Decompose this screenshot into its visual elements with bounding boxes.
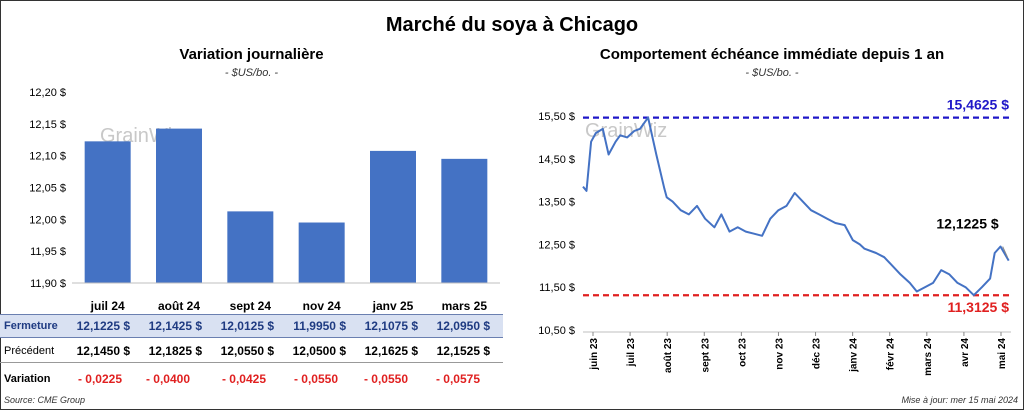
left-chart-title: Variation journalière [179,46,324,63]
close-row-label: Fermeture [4,320,58,332]
variation-cell: - 0,0225 [77,372,122,386]
y-tick-label: 12,00 $ [29,214,66,226]
x-tick-label: mai 24 [997,338,1008,370]
page-title: Marché du soya à Chicago [385,14,639,36]
lower-reference-label: 11,3125 $ [947,299,1009,315]
close-cell: 12,1075 $ [364,319,418,333]
x-tick-label: août 23 [663,338,674,373]
right-chart-title: Comportement échéance immédiate depuis 1… [599,46,945,63]
variation-cell: - 0,0550 [363,372,408,386]
x-tick-label: sept 23 [700,338,711,373]
y-tick-label: 10,50 $ [538,325,575,337]
x-tick-label: août 24 [158,299,200,313]
left-chart-unit: - $US/bo. - [224,67,279,79]
y-tick-label: 12,15 $ [29,119,66,131]
y-tick-label: 11,95 $ [30,246,66,258]
variation-cell: - 0,0425 [221,372,266,386]
y-tick-label: 12,05 $ [29,183,66,195]
bar-2 [156,128,202,283]
previous-cell: 12,0550 $ [220,344,274,358]
update-note: Mise à jour: mer 15 mai 2024 [901,395,1018,405]
previous-cell: 12,1450 $ [76,344,130,358]
variation-cell: - 0,0575 [435,372,480,386]
previous-cell: 12,1625 $ [364,344,418,358]
variation-cell: - 0,0550 [293,372,338,386]
source-note: Source: CME Group [4,395,86,405]
bar-4 [298,222,345,283]
previous-row-label: Précédent [4,345,55,357]
table-row-close: Fermeture 12,1225 $ 12,1425 $ 12,0125 $ … [0,314,503,338]
variation-cell: - 0,0400 [145,372,190,386]
y-tick-label: 12,10 $ [29,151,66,163]
last-price-label: 12,1225 $ [936,216,998,232]
x-tick-label: févr 24 [886,338,897,371]
y-tick-label: 14,50 $ [538,154,575,166]
bar-1 [84,141,131,283]
x-tick-label: oct 23 [737,338,748,367]
x-tick-label: mars 24 [923,338,934,376]
line-chart: 10,50 $ 11,50 $ 12,50 $ 13,50 $ 14,50 $ 15,50… [538,97,1011,376]
previous-cell: 12,1825 $ [148,344,202,358]
x-tick-label: juil 24 [90,299,125,313]
x-tick-label: janv 24 [849,338,860,373]
y-tick-label: 12,20 $ [29,87,66,99]
y-tick-label: 13,50 $ [538,197,575,209]
x-tick-label: avr 24 [960,338,971,367]
right-chart-unit: - $US/bo. - [745,67,799,79]
table-row-previous: Précédent 12,1450 $ 12,1825 $ 12,0550 $ … [0,340,503,363]
y-tick-label: 15,50 $ [538,111,575,123]
bar-6 [441,158,488,283]
bar-chart: 11,90 $ 11,95 $ 12,00 $ 12,05 $ 12,10 $ 12,15… [29,87,500,313]
previous-cell: 12,1525 $ [436,344,490,358]
x-tick-label: juil 23 [626,338,637,368]
table-row-variation: Variation - 0,0225 - 0,0400 - 0,0425 - 0… [0,368,503,390]
close-cell: 12,1225 $ [76,319,130,333]
bar-3 [227,211,274,283]
previous-cell: 12,0500 $ [292,344,346,358]
y-tick-label: 11,90 $ [30,278,66,290]
bar-5 [370,150,416,283]
x-tick-label: déc 23 [812,338,823,370]
close-cell: 11,9950 $ [293,319,346,333]
upper-reference-label: 15,4625 $ [947,97,1009,113]
y-tick-label: 12,50 $ [538,239,575,251]
x-tick-label: mars 25 [442,299,488,313]
price-line [582,116,1010,297]
x-tick-label: janv 25 [372,299,414,313]
y-tick-label: 11,50 $ [539,282,575,294]
close-cell: 12,1425 $ [148,319,202,333]
x-tick-label: nov 23 [774,338,785,370]
close-cell: 12,0125 $ [220,319,274,333]
variation-row-label: Variation [4,373,51,385]
x-tick-label: juin 23 [589,338,600,371]
x-tick-label: nov 24 [303,299,341,313]
annotation-leader [1002,246,1009,258]
x-tick-label: sept 24 [230,299,272,313]
close-cell: 12,0950 $ [436,319,490,333]
